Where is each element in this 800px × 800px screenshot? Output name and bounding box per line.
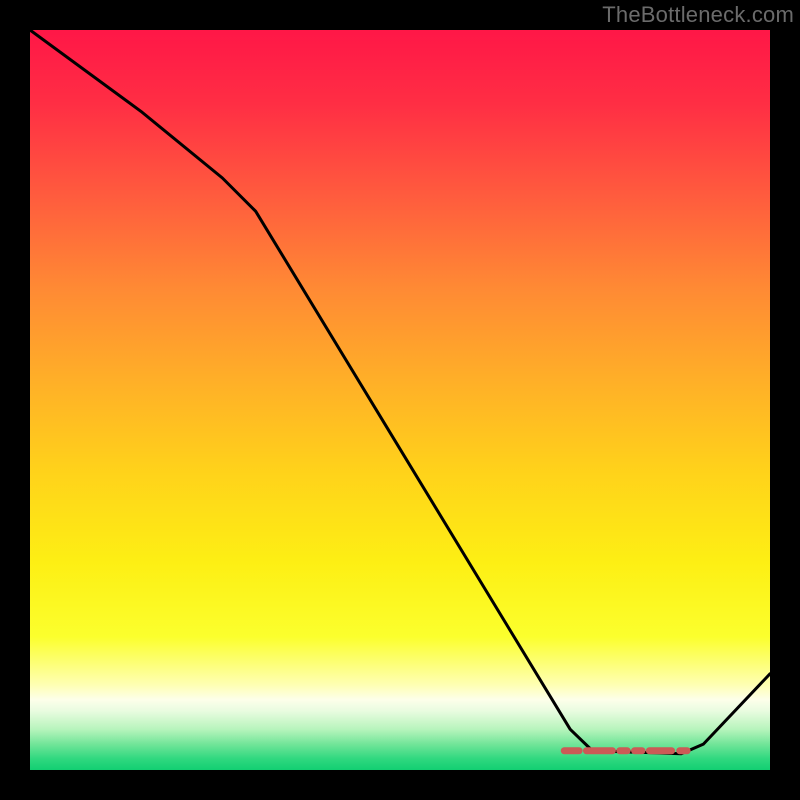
chart-frame: TheBottleneck.com <box>0 0 800 800</box>
plot-area <box>30 30 770 770</box>
gradient-background <box>30 30 770 770</box>
chart-svg <box>30 30 770 770</box>
watermark-text: TheBottleneck.com <box>602 2 794 28</box>
